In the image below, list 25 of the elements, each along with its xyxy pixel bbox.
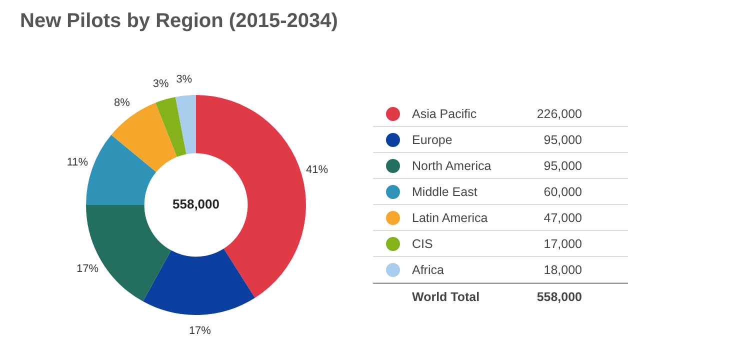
legend-label: North America bbox=[412, 158, 492, 172]
text: 95,000 bbox=[542, 158, 583, 172]
data-label: 3% bbox=[152, 78, 170, 90]
data-label: 11% bbox=[66, 156, 88, 168]
text: 226,000 bbox=[536, 106, 583, 120]
text: 18,000 bbox=[542, 262, 583, 276]
legend-label: CIS bbox=[412, 236, 434, 250]
chart-title: New Pilots by Region (2015-2034) bbox=[20, 10, 338, 33]
text: 47,000 bbox=[542, 210, 583, 224]
legend-label: Asia Pacific bbox=[412, 106, 478, 120]
data-label: 41% bbox=[306, 164, 328, 176]
legend-label: Latin America bbox=[412, 210, 489, 224]
data-label: 8% bbox=[114, 97, 130, 110]
legend-label: Europe bbox=[412, 132, 454, 146]
text: 558,000 bbox=[536, 290, 583, 304]
text: 60,000 bbox=[542, 184, 583, 198]
data-label: 17% bbox=[76, 263, 99, 276]
text: 95,000 bbox=[542, 132, 583, 146]
legend-label: Middle East bbox=[412, 184, 478, 198]
legend-label: Africa bbox=[412, 262, 445, 276]
data-label: 17% bbox=[188, 324, 212, 337]
text: 558,000 bbox=[172, 196, 220, 212]
text: 17,000 bbox=[542, 236, 583, 250]
data-label: 3% bbox=[176, 74, 192, 86]
text: World Total bbox=[412, 290, 481, 304]
